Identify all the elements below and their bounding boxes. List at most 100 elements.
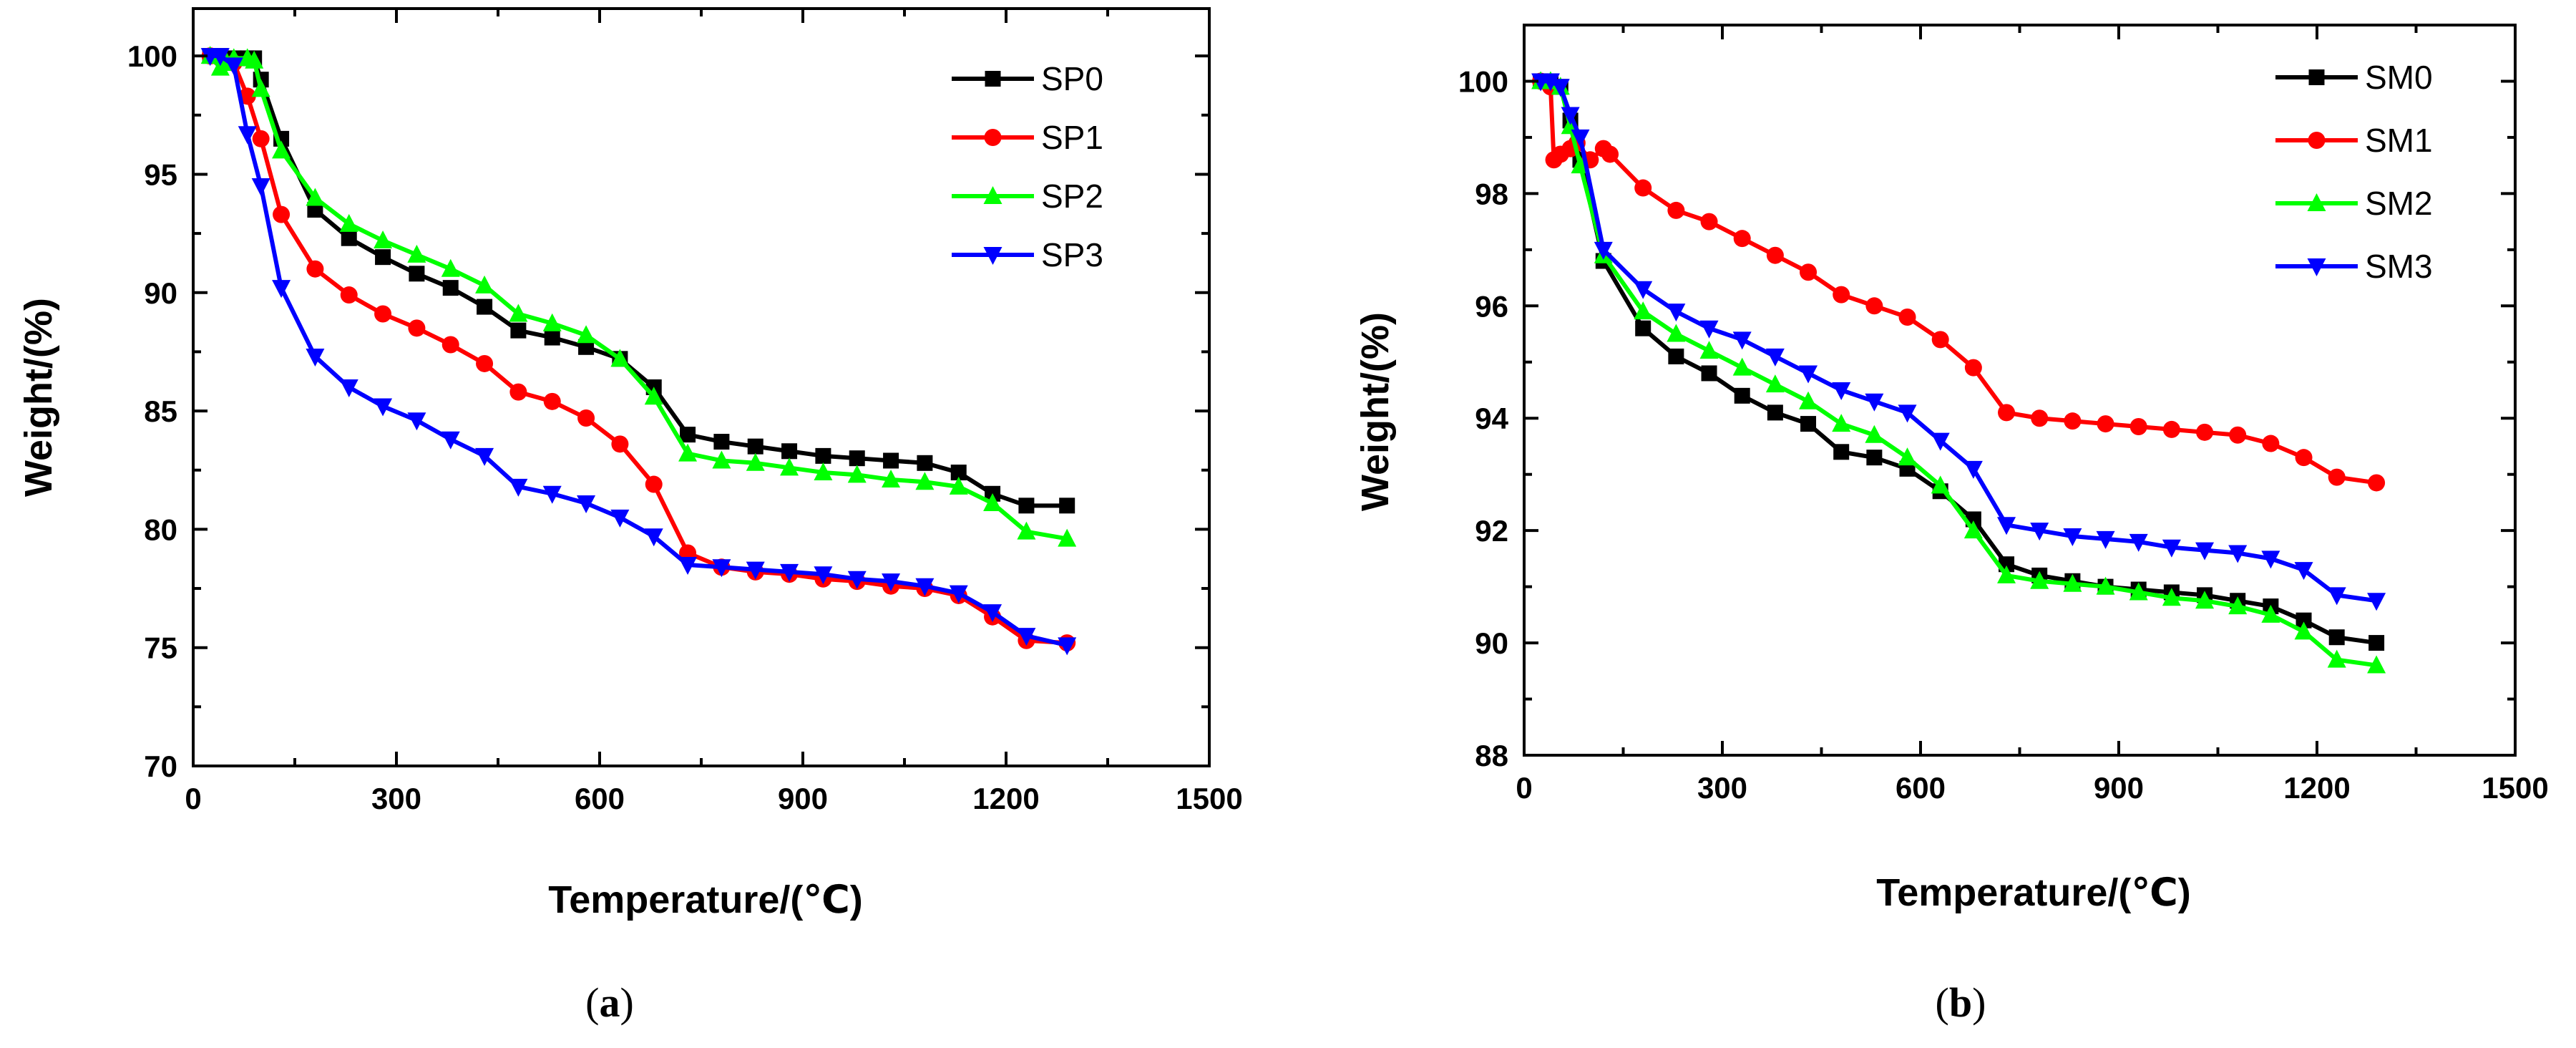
data-point-SP1 [408, 319, 426, 337]
y-tick-label: 75 [144, 631, 177, 665]
data-point-SM1 [2295, 449, 2313, 467]
data-point-SM3 [2367, 593, 2386, 611]
data-point-SM1 [2229, 426, 2247, 444]
data-point-SM2 [1997, 565, 2016, 583]
data-point-SP3 [983, 604, 1002, 623]
data-point-SP2 [949, 476, 968, 495]
data-point-SP0 [544, 329, 560, 346]
legend-label-SP3: SP3 [1041, 236, 1103, 273]
data-point-SM3 [1699, 320, 1719, 339]
legend-marker-SP3 [983, 247, 1002, 265]
y-tick-label: 85 [144, 394, 177, 428]
data-point-SM0 [2296, 612, 2312, 629]
data-point-SM3 [2228, 545, 2248, 563]
data-point-SM3 [1997, 517, 2016, 535]
data-point-SP2 [441, 258, 460, 277]
data-point-SP2 [983, 493, 1002, 512]
data-point-SP0 [713, 434, 730, 450]
data-point-SM3 [2063, 528, 2082, 546]
series-line-SM2 [1541, 79, 2377, 668]
data-point-SP3 [814, 566, 833, 585]
y-tick-label: 95 [144, 157, 177, 191]
x-tick-label: 900 [778, 782, 828, 815]
data-point-SP2 [542, 313, 562, 331]
y-tick-label: 80 [144, 513, 177, 546]
data-point-SM3 [1561, 107, 1580, 125]
data-point-SP2 [644, 387, 663, 405]
data-point-SM1 [1601, 145, 1619, 163]
data-point-SM3 [1594, 241, 1613, 260]
plot-area-b [1531, 71, 2386, 674]
legend-marker-SP0 [985, 71, 1001, 87]
data-point-SM0 [1866, 450, 1883, 466]
data-point-SP3 [949, 585, 968, 603]
x-tick-label: 900 [2094, 771, 2144, 805]
data-point-SP1 [238, 87, 256, 105]
data-point-SP2 [882, 469, 901, 487]
data-point-SP3 [238, 126, 257, 145]
data-point-SP1 [340, 286, 358, 304]
legend-marker-SP1 [984, 129, 1002, 146]
data-point-SP3 [882, 573, 901, 592]
data-point-SP3 [509, 478, 528, 497]
data-point-SM3 [1765, 348, 1785, 367]
data-point-SP3 [306, 349, 325, 367]
x-tick-label: 1200 [2283, 771, 2350, 805]
data-point-SP3 [712, 559, 731, 578]
x-axis-title-b: Temperature/(℃) [1876, 871, 2190, 914]
panel-label-a-text: (a) [585, 979, 634, 1026]
data-point-SM0 [1635, 320, 1652, 336]
data-point-SM1 [1964, 359, 1982, 377]
data-point-SM1 [1634, 179, 1652, 197]
data-point-SM3 [1898, 404, 1917, 423]
data-point-SP0 [477, 299, 493, 315]
data-point-SM3 [1865, 393, 1884, 412]
data-point-SM2 [2367, 655, 2386, 674]
data-point-SM1 [2196, 423, 2214, 441]
data-point-SM2 [2162, 588, 2181, 606]
y-tick-label: 100 [127, 39, 177, 73]
data-point-SP3 [339, 379, 358, 397]
data-point-SP0 [307, 202, 323, 218]
data-point-SM3 [1963, 460, 1983, 479]
data-point-SP2 [407, 244, 426, 263]
data-point-SP3 [577, 495, 596, 514]
data-point-SM3 [1667, 304, 1686, 322]
data-point-SP3 [746, 561, 765, 580]
data-point-SP3 [251, 178, 270, 196]
data-point-SM3 [1732, 331, 1752, 350]
series-line-SM3 [1541, 79, 2377, 603]
legend-marker-SM0 [2308, 69, 2325, 85]
series-line-SM0 [1541, 79, 2377, 646]
chart-panel-a: 0 300 600 900 1200 1500 70 75 80 85 90 95 100 SP0 SP1… [17, 7, 1243, 1026]
y-tick-label: 96 [1475, 289, 1508, 323]
series-line-SP3 [210, 54, 1068, 648]
x-tick-label: 0 [185, 782, 201, 815]
data-point-SP0 [1018, 498, 1035, 514]
data-point-SP0 [1059, 498, 1075, 514]
data-point-SM3 [1551, 79, 1570, 97]
legend-a: SP0 SP1 SP2 SP3 [952, 60, 1103, 273]
data-point-SM2 [1963, 520, 1983, 539]
data-point-SM2 [1898, 447, 1917, 466]
data-point-SP2 [272, 140, 291, 159]
data-point-SM2 [2129, 582, 2148, 601]
data-point-SM3 [2327, 587, 2346, 606]
data-point-SP3 [441, 431, 460, 450]
data-point-SP3 [644, 528, 663, 547]
data-point-SP2 [915, 472, 935, 490]
data-point-SM2 [1634, 301, 1653, 320]
legend-b: SM0 SM1 SM2 SM3 [2275, 59, 2433, 285]
data-point-SM1 [2262, 435, 2280, 452]
data-point-SP0 [680, 427, 696, 443]
data-point-SP2 [509, 304, 528, 322]
chart-panel-b: 0 300 600 900 1200 1500 88 90 92 94 96 98 100 SM0 SM1… [1354, 24, 2549, 1026]
data-point-SP1 [645, 475, 663, 493]
legend-marker-SM1 [2308, 132, 2326, 149]
data-point-SM2 [1699, 341, 1719, 359]
data-point-SM1 [1833, 286, 1850, 304]
data-point-SP3 [210, 48, 230, 67]
data-point-SM0 [1701, 365, 1717, 382]
legend-label-SM3: SM3 [2365, 248, 2433, 285]
